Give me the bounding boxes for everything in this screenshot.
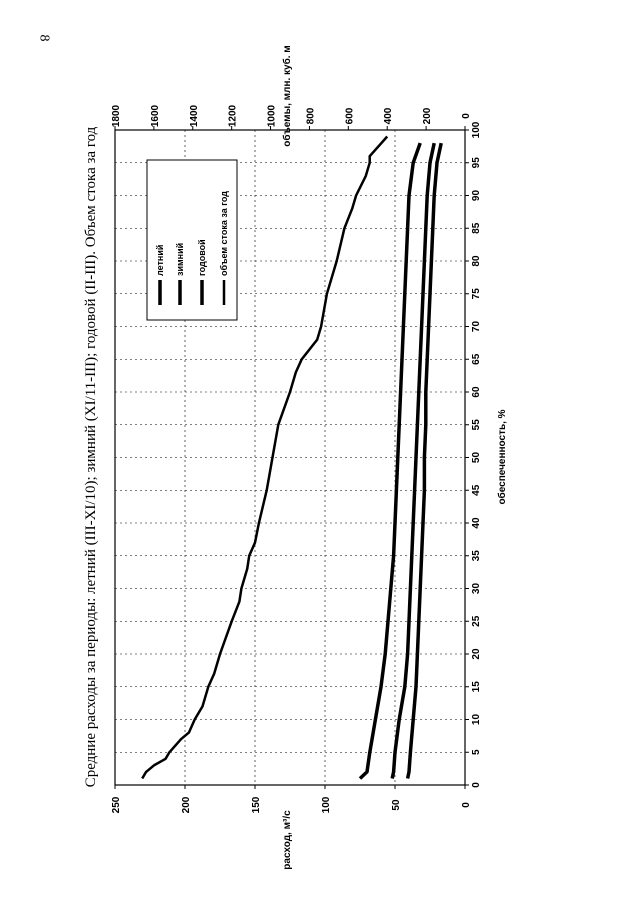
series-line-3 [390,142,436,779]
legend-label-3: годовой [197,239,207,276]
x-tick-label: 30 [471,583,482,595]
legend-label-1: летний [155,245,165,276]
y-tick-label: 200 [181,796,192,813]
x-tick-label: 75 [471,288,482,300]
x-tick-label: 85 [471,222,482,234]
y2-tick-label: 1600 [150,104,161,127]
ticks: 0 5 10 15 20 25 30 35 40 45 50 55 60 65 70 75 80 85 90 95 10… [111,104,482,813]
y2-tick-label: 1400 [189,104,200,127]
legend-box [146,159,238,321]
chart-title: Средние расходы за периоды: летний (III-… [83,126,99,787]
y-tick-label: 0 [461,802,472,808]
y2-tick-label: 1200 [228,104,239,127]
y2-tick-label: 1000 [267,104,278,127]
x-tick-label: 65 [471,353,482,365]
legend-label-4: объем стока за год [219,191,229,276]
y-axis-title: расход, м³/с [282,810,293,870]
y2-tick-label: 600 [344,107,355,124]
x-tick-label: 25 [471,615,482,627]
y-tick-label: 250 [111,796,122,813]
series-line-4 [141,135,389,780]
x-tick-label: 40 [471,517,482,529]
y2-axis-title: объемы, млн. куб. м [281,45,293,146]
y2-tick-label: 1800 [111,104,122,127]
x-tick-label: 50 [471,452,482,464]
grid [115,130,465,785]
x-tick-label: 0 [471,782,482,788]
series-layer [141,135,443,780]
y2-tick-label: 400 [383,107,394,124]
y-tick-label: 50 [391,799,402,811]
y-tick-label: 150 [251,796,262,813]
series-line-2 [405,142,443,779]
y2-tick-label: 200 [422,107,433,124]
x-tick-label: 70 [471,321,482,333]
y-tick-label: 100 [321,796,332,813]
x-tick-label: 60 [471,386,482,398]
x-tick-label: 100 [471,121,482,138]
x-tick-label: 80 [471,255,482,267]
y2-tick-label: 800 [305,107,316,124]
x-tick-label: 95 [471,157,482,169]
series-line-1 [358,142,422,780]
x-tick-label: 5 [471,749,482,755]
x-tick-label: 15 [471,681,482,693]
x-tick-label: 35 [471,550,482,562]
x-tick-label: 20 [471,648,482,660]
legend-label-2: зимний [175,243,185,276]
x-tick-label: 45 [471,484,482,496]
y2-tick-label: 0 [461,113,472,119]
legend: летний зимний годовой объем стока за год [146,159,238,321]
x-tick-label: 10 [471,714,482,726]
x-tick-label: 55 [471,419,482,431]
x-axis-title: обеспеченность, % [496,409,508,504]
x-tick-label: 90 [471,190,482,202]
